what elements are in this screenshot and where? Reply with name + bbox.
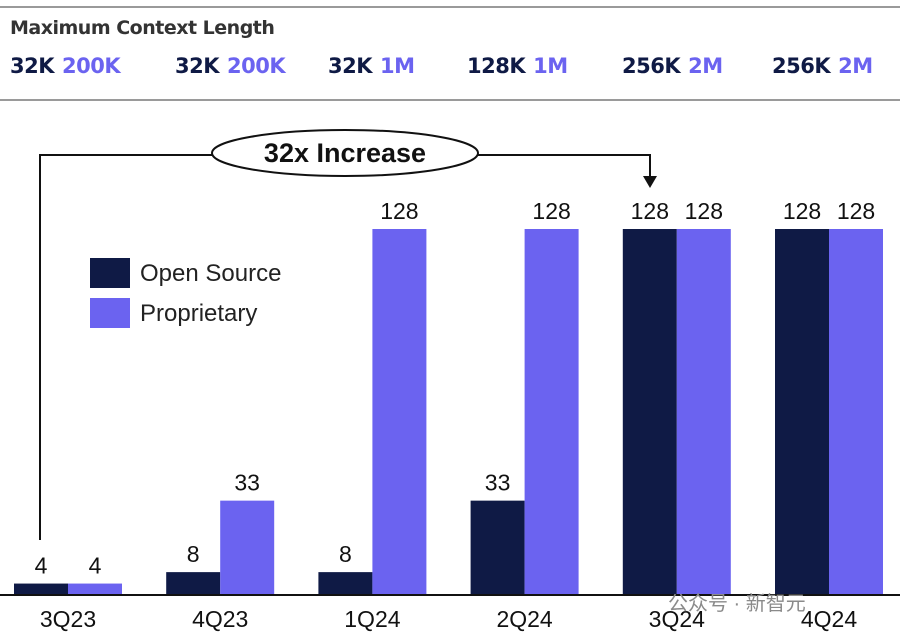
bar-proprietary [524, 229, 579, 595]
data-label: 33 [485, 470, 511, 496]
proprietary-context: 1M [380, 54, 415, 78]
open-source-context: 32K [328, 54, 373, 78]
legend-label: Open Source [140, 260, 281, 287]
data-label: 128 [783, 198, 821, 224]
data-label: 128 [380, 198, 418, 224]
context-pair: 128K 1M [467, 54, 568, 78]
proprietary-context: 1M [533, 54, 568, 78]
data-label: 8 [187, 541, 200, 567]
x-tick-label: 4Q24 [801, 606, 857, 632]
bar-open-source [14, 583, 68, 595]
x-tick-label: 3Q24 [649, 606, 705, 632]
header-divider [0, 99, 900, 101]
open-source-context: 32K [10, 54, 55, 78]
bar-open-source [622, 229, 677, 595]
data-label: 8 [339, 541, 352, 567]
bar-proprietary [220, 500, 275, 595]
legend-swatch [90, 298, 130, 328]
bar-open-source [318, 572, 373, 595]
proprietary-context: 200K [227, 54, 286, 78]
open-source-context: 128K [467, 54, 526, 78]
x-tick-label: 4Q23 [192, 606, 248, 632]
legend-label: Proprietary [140, 300, 257, 327]
bar-open-source [470, 500, 525, 595]
bar-proprietary [676, 229, 731, 595]
x-tick-label: 1Q24 [344, 606, 400, 632]
data-label: 4 [35, 553, 48, 579]
data-label: 33 [234, 470, 260, 496]
x-tick-label: 2Q24 [496, 606, 552, 632]
x-tick-label: 3Q23 [40, 606, 96, 632]
arrow-down-icon [643, 176, 657, 188]
data-label: 128 [631, 198, 669, 224]
open-source-context: 256K [622, 54, 681, 78]
context-pair: 32K 200K [10, 54, 121, 78]
context-pair: 32K 200K [175, 54, 286, 78]
open-source-context: 256K [772, 54, 831, 78]
header-title: Maximum Context Length [10, 17, 275, 39]
annotation-ellipse [211, 129, 479, 177]
proprietary-context: 200K [62, 54, 121, 78]
proprietary-context: 2M [688, 54, 723, 78]
proprietary-context: 2M [838, 54, 873, 78]
bar-open-source [166, 572, 221, 595]
bar-open-source [775, 229, 829, 595]
context-pair: 256K 2M [622, 54, 723, 78]
data-label: 128 [532, 198, 570, 224]
bar-proprietary [829, 229, 883, 595]
data-label: 128 [837, 198, 875, 224]
data-label: 128 [685, 198, 723, 224]
increase-bracket [39, 154, 651, 540]
bar-proprietary [68, 583, 122, 595]
context-pair: 256K 2M [772, 54, 873, 78]
watermark: 公众号 · 新智元 [668, 593, 806, 615]
annotation-text: 32x Increase [264, 138, 426, 168]
context-pair: 32K 1M [328, 54, 415, 78]
open-source-context: 32K [175, 54, 220, 78]
bar-proprietary [372, 229, 427, 595]
legend-swatch [90, 258, 130, 288]
data-label: 4 [89, 553, 102, 579]
top-divider [0, 6, 900, 8]
